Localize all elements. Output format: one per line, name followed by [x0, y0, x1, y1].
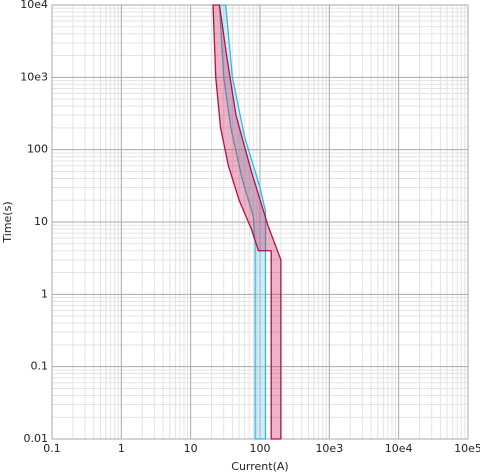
y-tick-label: 10e4 [20, 0, 48, 11]
y-axis-label: Time(s) [1, 201, 14, 243]
x-tick-label: 0.1 [43, 442, 61, 455]
x-tick-label: 10e5 [454, 442, 480, 455]
band [218, 4, 267, 440]
y-tick-label: 0.1 [31, 360, 49, 373]
x-tick-label: 10e3 [315, 442, 343, 455]
y-tick-label: 10e3 [20, 70, 48, 83]
x-tick-label: 1 [118, 442, 125, 455]
x-tick-label: 10 [184, 442, 198, 455]
y-tick-label: 100 [27, 143, 48, 156]
y-tick-label: 0.01 [24, 432, 49, 445]
y-tick-label: 10 [34, 215, 48, 228]
x-tick-label: 10e4 [385, 442, 413, 455]
x-axis-label: Current(A) [231, 460, 288, 473]
y-tick-label: 1 [41, 287, 48, 300]
x-tick-label: 100 [250, 442, 271, 455]
band [212, 4, 282, 440]
